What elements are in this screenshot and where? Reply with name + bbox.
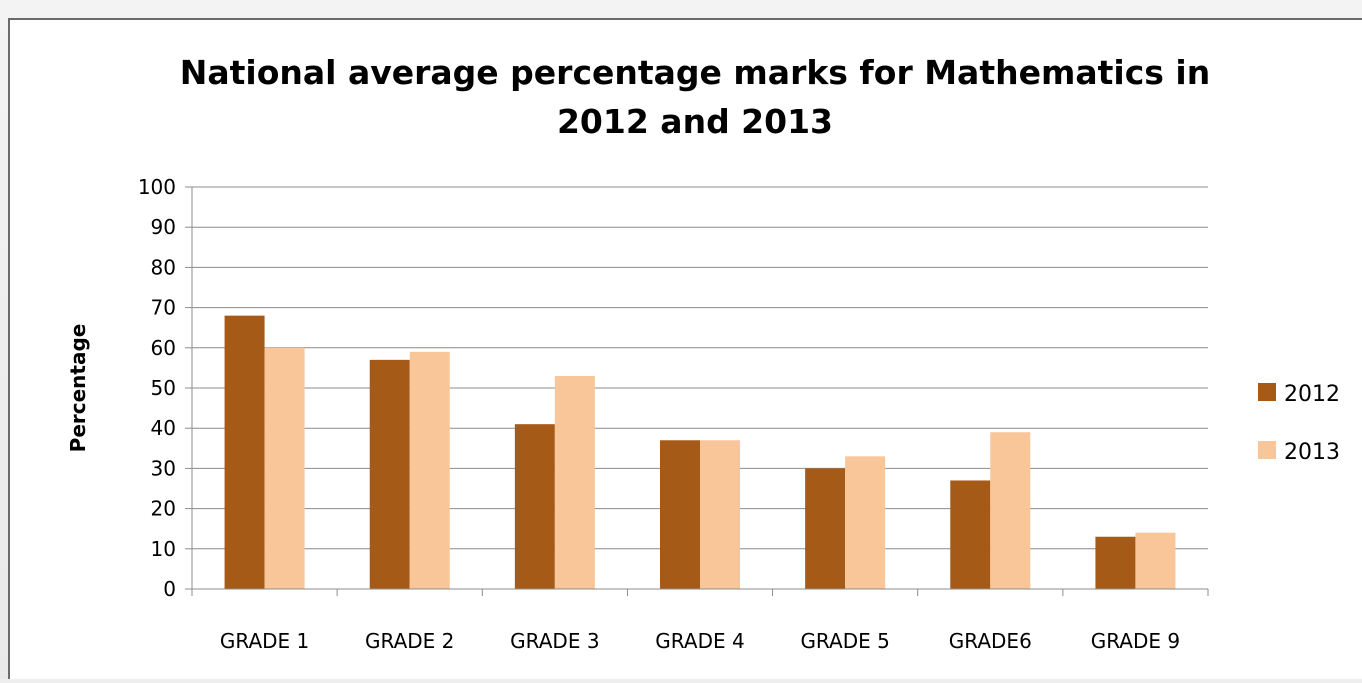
bar-2012-grade-2 (369, 359, 410, 589)
axes (191, 187, 1208, 590)
y-tick-label: 0 (163, 577, 176, 601)
bars (224, 315, 1176, 589)
y-tick-label: 40 (151, 416, 176, 440)
y-tick-label: 100 (138, 175, 176, 199)
bar-2012-grade-5 (805, 468, 846, 589)
bar-2012-grade-4 (660, 440, 700, 589)
y-tick-label: 60 (151, 336, 176, 360)
y-axis-label: Percentage (66, 324, 90, 453)
y-tick-label: 50 (151, 376, 176, 400)
bar-2013-grade-1 (264, 347, 305, 589)
legend-swatch-2012 (1258, 383, 1276, 401)
x-tick-label: GRADE 5 (800, 629, 889, 653)
chart-title-line-1: National average percentage marks for Ma… (180, 53, 1210, 92)
bar-2013-grade-9 (1135, 532, 1176, 589)
bar-2012-grade-3 (514, 424, 555, 589)
bar-2012-grade6 (950, 480, 991, 589)
x-tick-label: GRADE 3 (510, 629, 599, 653)
chart-frame: National average percentage marks for Ma… (8, 18, 1362, 679)
x-tick-label: GRADE 9 (1091, 629, 1180, 653)
x-tick-label: GRADE 1 (220, 629, 309, 653)
y-tick-label: 10 (151, 537, 176, 561)
x-axis-ticks: GRADE 1 GRADE 2 GRADE 3 GRADE 4 GRADE 5 GRADE… (191, 589, 1209, 653)
x-tick-label: GRADE 2 (365, 629, 454, 653)
bar-2013-grade-2 (409, 351, 450, 589)
y-tick-label: 30 (151, 456, 176, 480)
bar-2013-grade-4 (700, 440, 740, 589)
bar-2013-grade-5 (845, 456, 886, 589)
y-axis-ticks: 0 10 20 30 40 50 60 70 80 90 100 (138, 175, 192, 601)
bar-2013-grade6 (990, 432, 1031, 589)
y-tick-label: 90 (151, 215, 176, 239)
chart-title-line-2: 2012 and 2013 (557, 102, 833, 141)
bar-2012-grade-9 (1095, 536, 1136, 589)
bar-chart: National average percentage marks for Ma… (66, 53, 1340, 653)
bar-2012-grade-1 (224, 315, 265, 589)
y-tick-label: 80 (151, 255, 176, 279)
x-tick-label: GRADE6 (949, 629, 1032, 653)
legend-swatch-2013 (1258, 441, 1276, 459)
x-tick-label: GRADE 4 (655, 629, 744, 653)
y-tick-label: 70 (151, 296, 176, 320)
legend-label-2012: 2012 (1284, 382, 1340, 407)
bar-2013-grade-3 (554, 375, 595, 589)
legend-label-2013: 2013 (1284, 440, 1340, 465)
legend: 2012 2013 (1258, 382, 1340, 465)
y-tick-label: 20 (151, 497, 176, 521)
